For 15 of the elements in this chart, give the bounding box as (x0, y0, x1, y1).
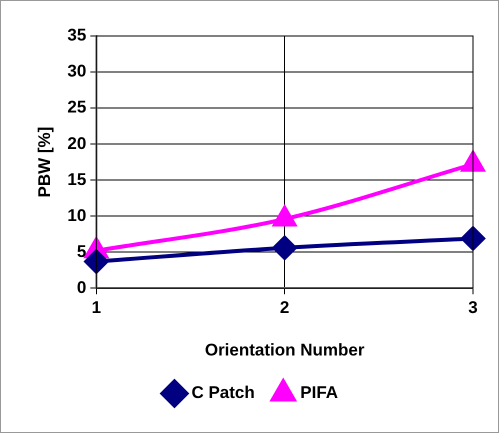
x-tick-label: 3 (468, 298, 478, 318)
y-tick-label: 20 (67, 134, 86, 153)
y-axis-title: PBW [%] (34, 126, 54, 198)
y-tick-label: 30 (67, 62, 86, 81)
y-tick-label: 15 (67, 170, 86, 189)
legend-label: C Patch (191, 383, 255, 402)
y-tick-label: 35 (67, 26, 86, 45)
y-tick-label: 10 (67, 206, 86, 225)
y-tick-label: 0 (76, 278, 86, 297)
y-tick-label: 5 (76, 242, 86, 261)
x-tick-label: 2 (280, 298, 290, 318)
legend-label: PIFA (300, 383, 338, 402)
x-tick-label: 1 (92, 298, 102, 318)
x-axis-title: Orientation Number (204, 340, 365, 360)
y-tick-label: 25 (67, 98, 86, 117)
